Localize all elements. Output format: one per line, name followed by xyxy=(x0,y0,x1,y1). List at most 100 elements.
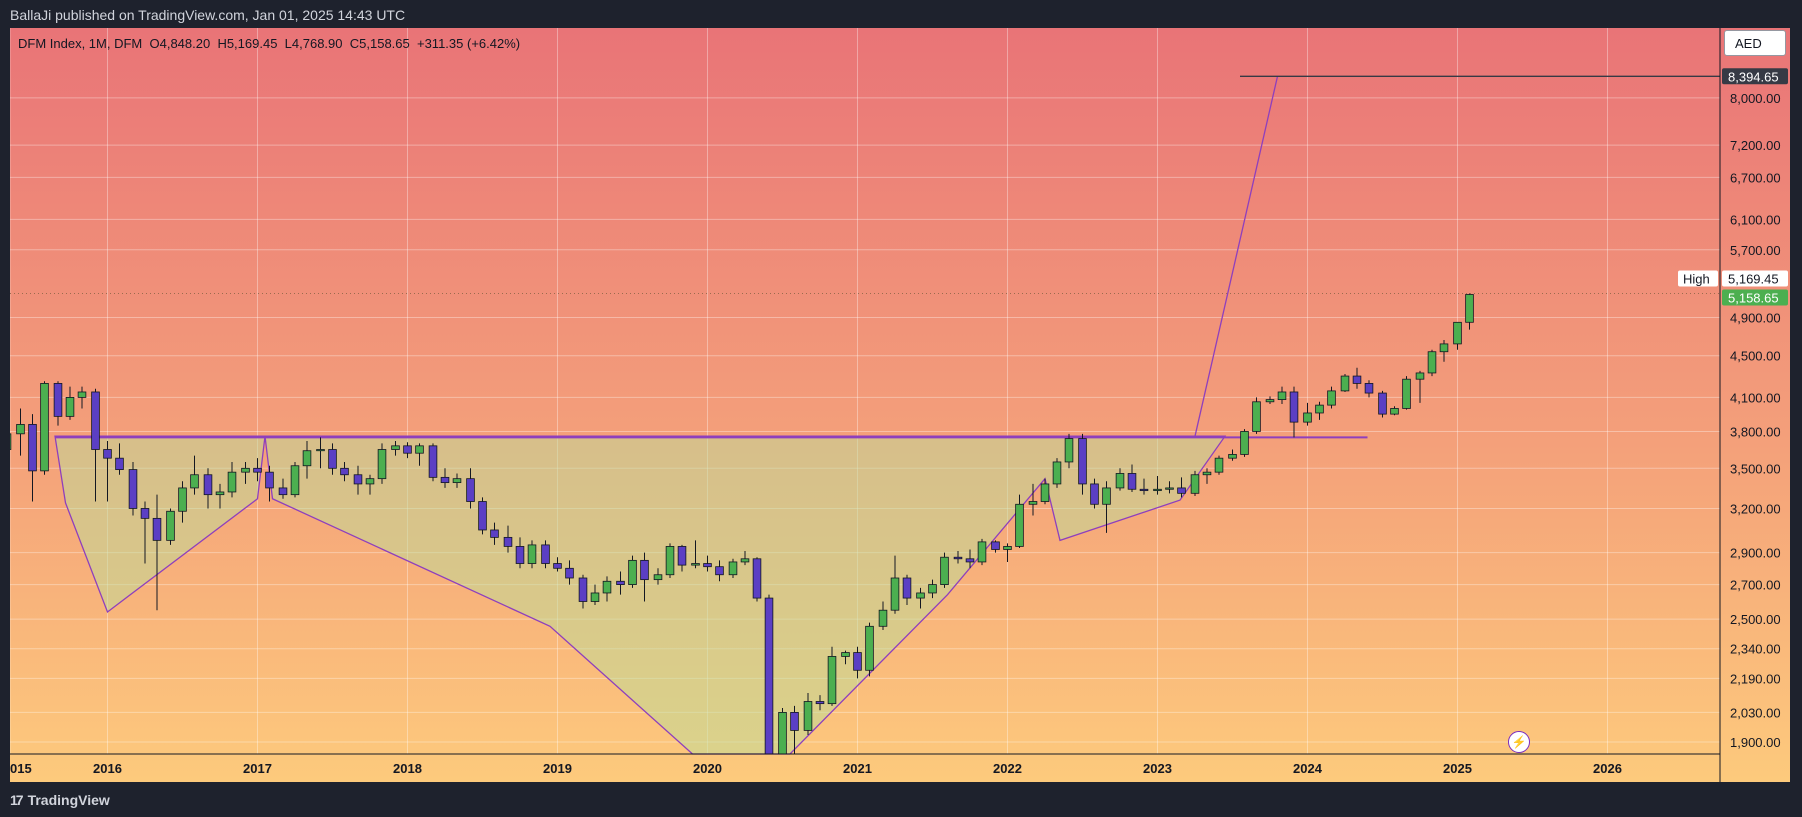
time-tick-label: 2026 xyxy=(1593,761,1622,776)
candle-body xyxy=(578,577,588,602)
price-tag-value: 5,169.45 xyxy=(1728,272,1779,287)
chart-area[interactable]: 8,000.00 7,200.00 6,700.00 6,100.00 5,700.00… xyxy=(10,28,1790,782)
legend-close: C5,158.65 xyxy=(349,36,410,51)
price-tag-label: High xyxy=(1683,272,1710,287)
price-tick-label: 2,500.00 xyxy=(1730,612,1781,627)
candle-body xyxy=(227,471,237,493)
candle-body xyxy=(1202,471,1212,476)
candle-body xyxy=(77,391,87,398)
candle-body xyxy=(740,558,750,563)
candle-body xyxy=(565,567,574,579)
candles xyxy=(10,293,1474,755)
candle-body xyxy=(991,541,1000,550)
candle-body xyxy=(190,474,199,489)
candle-body xyxy=(853,652,862,671)
candle-body xyxy=(1153,488,1162,492)
candle-body xyxy=(1003,546,1012,550)
candle-body xyxy=(1352,375,1362,384)
candle-body xyxy=(178,487,187,512)
chart-background xyxy=(10,28,1790,782)
candle-body xyxy=(764,597,774,755)
candle-body xyxy=(902,577,912,599)
price-tick-label: 4,100.00 xyxy=(1730,390,1781,405)
price-tick-label: 2,900.00 xyxy=(1730,546,1781,561)
candle-body xyxy=(478,501,487,531)
breakout-target-line xyxy=(1194,76,1279,437)
tradingview-brand: TradingView xyxy=(27,792,110,808)
candle-body xyxy=(1127,473,1137,490)
candle-body xyxy=(1390,408,1399,415)
candle-body xyxy=(752,558,762,599)
price-tick-label: 2,700.00 xyxy=(1730,578,1781,593)
candle-body xyxy=(691,563,700,566)
candle-body xyxy=(878,609,888,627)
time-tick-label: 015 xyxy=(10,761,32,776)
candle-body xyxy=(1064,438,1074,463)
candle-body xyxy=(953,556,963,560)
candle-body xyxy=(503,536,513,547)
candle-body xyxy=(1052,461,1062,485)
candle-body xyxy=(1415,372,1425,380)
candle-body xyxy=(203,474,213,496)
candle-body xyxy=(1289,391,1299,423)
symbol-legend: DFM Index, 1M, DFM O4,848.20 H5,169.45 L… xyxy=(18,36,520,51)
candle-body xyxy=(215,491,225,496)
price-tick-label: 3,200.00 xyxy=(1730,501,1781,516)
candle-body xyxy=(391,445,400,450)
candle-body xyxy=(1427,351,1437,374)
price-chart[interactable]: 8,000.00 7,200.00 6,700.00 6,100.00 5,700.00… xyxy=(10,28,1790,782)
candle-body xyxy=(440,476,450,484)
candle-body xyxy=(928,584,937,594)
candle-body xyxy=(628,559,637,585)
candle-body xyxy=(10,433,12,450)
candle-body xyxy=(977,541,987,563)
candle-body xyxy=(1453,321,1462,345)
candle-body xyxy=(1303,412,1312,423)
time-tick-label: 2016 xyxy=(93,761,122,776)
legend-low: L4,768.90 xyxy=(284,36,343,51)
price-tick-label: 6,700.00 xyxy=(1730,170,1781,185)
candle-body xyxy=(1228,454,1237,459)
candle-body xyxy=(1190,474,1200,494)
lightning-icon[interactable]: ⚡ xyxy=(1508,731,1530,753)
candle-body xyxy=(166,510,175,541)
currency-selector[interactable]: AED xyxy=(1724,30,1786,56)
candle-body xyxy=(40,383,49,472)
legend-high: H5,169.45 xyxy=(217,36,278,51)
candle-body xyxy=(1115,473,1125,489)
candle-body xyxy=(328,449,337,469)
candle-body xyxy=(1402,378,1411,409)
price-tick-label: 2,190.00 xyxy=(1730,671,1781,686)
price-tick-label: 2,030.00 xyxy=(1730,705,1781,720)
legend-change: +311.35 (+6.42%) xyxy=(416,36,521,51)
candle-body xyxy=(541,544,550,564)
candle-body xyxy=(827,656,837,705)
candle-body xyxy=(1214,457,1224,473)
candle-body xyxy=(527,544,537,564)
candle-body xyxy=(1315,404,1324,414)
candle-body xyxy=(1090,483,1099,505)
candle-body xyxy=(241,467,250,473)
candle-body xyxy=(278,487,288,496)
price-tick-label: 7,200.00 xyxy=(1730,138,1781,153)
candle-body xyxy=(665,546,675,576)
price-tick-label: 4,900.00 xyxy=(1730,311,1781,326)
publisher-header: BallaJi published on TradingView.com, Ja… xyxy=(10,7,406,23)
price-tick-label: 2,340.00 xyxy=(1730,642,1781,657)
price-tag-box xyxy=(1722,289,1788,306)
candle-body xyxy=(403,445,412,454)
candle-body xyxy=(1265,399,1275,403)
tradingview-footer[interactable]: 17 TradingView xyxy=(10,788,110,812)
price-tick-label: 3,800.00 xyxy=(1730,424,1781,439)
price-tick-label: 8,000.00 xyxy=(1730,91,1781,106)
price-axis: 8,000.00 7,200.00 6,700.00 6,100.00 5,700.00… xyxy=(1730,91,1781,750)
time-tick-label: 2024 xyxy=(1293,761,1323,776)
candle-body xyxy=(653,574,663,581)
candle-body xyxy=(815,701,825,705)
candle-body xyxy=(428,445,438,478)
time-tick-label: 2025 xyxy=(1443,761,1472,776)
candle-body xyxy=(790,711,799,731)
candle-body xyxy=(1078,438,1087,485)
candle-body xyxy=(803,701,813,731)
candle-body xyxy=(1277,391,1287,400)
